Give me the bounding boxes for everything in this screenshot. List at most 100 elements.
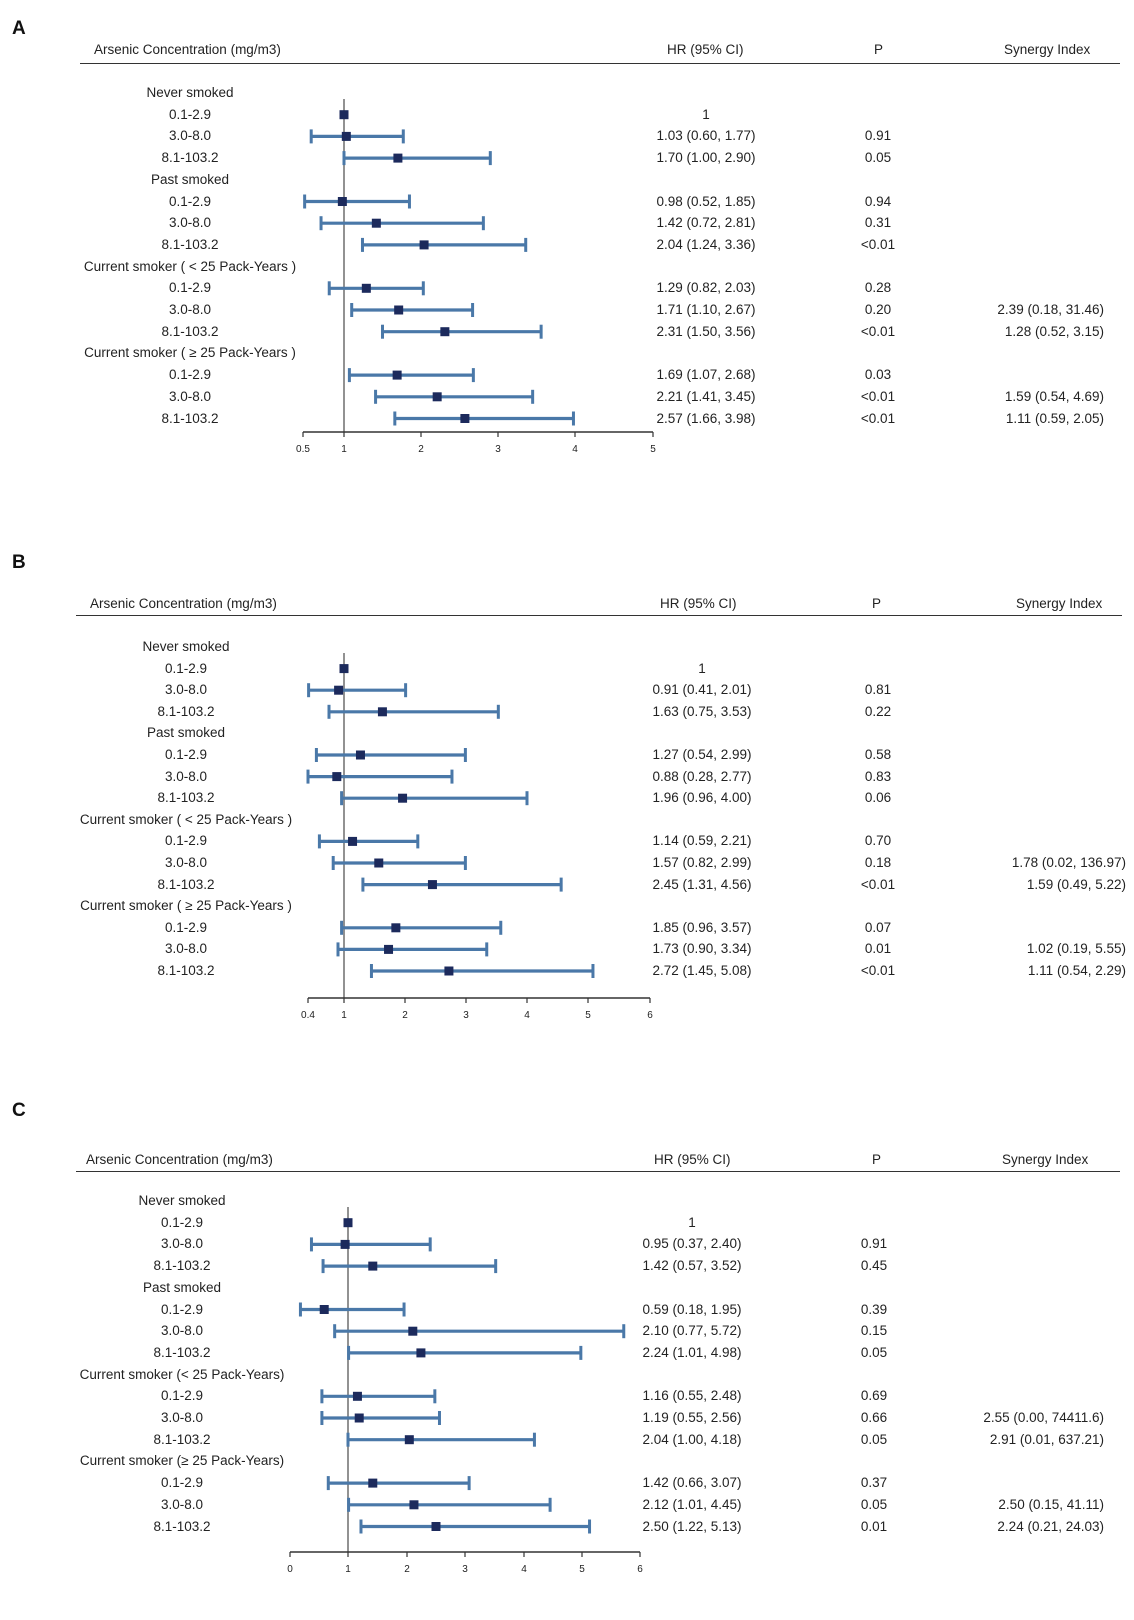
group-label: Past smoked	[142, 1279, 222, 1295]
hr-point	[343, 1218, 353, 1228]
hr-point	[432, 392, 442, 402]
p-value: <0.01	[860, 963, 896, 978]
p-value: 0.66	[860, 1410, 888, 1425]
hr-point	[334, 685, 344, 695]
group-label: Current smoker ( ≥ 25 Pack-Years )	[84, 345, 296, 361]
ci-bar	[350, 303, 475, 317]
header-p: P	[872, 596, 882, 611]
x-axis-tick-label: 6	[647, 1010, 653, 1021]
hr-point	[355, 750, 365, 760]
exposure-label: 8.1-103.2	[153, 1258, 211, 1274]
p-value: 0.58	[864, 747, 892, 762]
hr-ci-value: 0.91 (0.41, 2.01)	[652, 682, 752, 698]
hr-point	[408, 1326, 418, 1336]
forest-panel-a: A Arsenic Concentration (mg/m3) HR (95% CI…	[0, 0, 1134, 520]
exposure-label: 0.1-2.9	[164, 833, 208, 849]
hr-point	[377, 707, 387, 717]
hr-ci-value: 1	[702, 106, 710, 122]
exposure-label: 0.1-2.9	[160, 1475, 204, 1491]
ci-bar	[319, 216, 485, 231]
hr-point	[339, 664, 349, 674]
hr-ci-value: 1.96 (0.96, 4.00)	[652, 790, 752, 806]
x-axis-tick-label: 4	[521, 1564, 527, 1575]
synergy-index-value: 1.02 (0.19, 5.55)	[1026, 941, 1126, 957]
hr-ci-value: 1.42 (0.72, 2.81)	[656, 215, 756, 231]
panel-label: C	[12, 1100, 26, 1121]
ci-bar	[360, 237, 528, 252]
exposure-label: 0.1-2.9	[168, 280, 212, 296]
group-label: Never smoked	[142, 639, 230, 654]
x-axis-tick-label: 0	[287, 1564, 293, 1575]
hr-ci-value: 1.71 (1.10, 2.67)	[656, 302, 756, 317]
exposure-label: 0.1-2.9	[164, 919, 208, 935]
ci-bar	[361, 877, 563, 892]
exposure-label: 8.1-103.2	[153, 1518, 211, 1534]
hr-point	[339, 110, 349, 120]
ci-bar	[327, 281, 425, 296]
synergy-index-value: 1.59 (0.54, 4.69)	[1004, 388, 1104, 404]
p-value: 0.45	[860, 1258, 888, 1274]
ci-bar	[336, 942, 489, 957]
hr-ci-value: 1.63 (0.75, 3.53)	[652, 703, 752, 719]
p-value: 0.70	[864, 833, 892, 849]
hr-point	[393, 153, 403, 163]
synergy-index-value: 1.11 (0.54, 2.29)	[1027, 963, 1126, 978]
x-axis-tick-label: 2	[404, 1564, 410, 1575]
ci-bar	[347, 368, 475, 383]
group-label: Current smoker (< 25 Pack-Years)	[79, 1366, 285, 1382]
hr-ci-value: 1.03 (0.60, 1.77)	[656, 128, 756, 144]
p-value: 0.28	[864, 280, 892, 296]
hr-point	[337, 197, 347, 206]
hr-ci-value: 2.04 (1.00, 4.18)	[642, 1431, 742, 1447]
header-synergy: Synergy Index	[1002, 1152, 1089, 1167]
synergy-index-value: 1.28 (0.52, 3.15)	[1004, 323, 1104, 339]
ci-bar	[320, 1389, 437, 1404]
exposure-label: 3.0-8.0	[164, 768, 208, 784]
p-value: 0.39	[860, 1301, 888, 1317]
synergy-index-value: 1.59 (0.49, 5.22)	[1026, 876, 1126, 892]
p-value: 0.94	[864, 193, 892, 209]
group-label: Never smoked	[138, 1193, 226, 1208]
exposure-label: 3.0-8.0	[164, 941, 208, 957]
ci-bar	[374, 389, 535, 404]
x-axis-tick-label: 4	[572, 444, 578, 455]
x-axis-tick-label: 0.4	[301, 1010, 315, 1021]
group-label: Current smoker ( ≥ 25 Pack-Years )	[80, 898, 292, 914]
hr-point	[398, 793, 408, 803]
exposure-label: 0.1-2.9	[168, 367, 212, 383]
hr-ci-value: 2.04 (1.24, 3.36)	[656, 236, 756, 252]
exposure-label: 0.1-2.9	[168, 106, 212, 122]
synergy-index-value: 1.11 (0.59, 2.05)	[1005, 410, 1104, 426]
p-value: 0.01	[864, 941, 892, 957]
exposure-label: 3.0-8.0	[164, 855, 208, 870]
ci-bar	[326, 1476, 471, 1491]
group-label: Current smoker (≥ 25 Pack-Years)	[79, 1453, 285, 1469]
group-label: Past smoked	[146, 725, 226, 741]
hr-point	[444, 966, 454, 976]
hr-ci-value: 1	[688, 1214, 696, 1230]
exposure-label: 8.1-103.2	[161, 236, 219, 252]
hr-point	[319, 1305, 329, 1314]
p-value: <0.01	[860, 236, 896, 252]
exposure-label: 8.1-103.2	[161, 323, 219, 339]
hr-ci-value: 1	[698, 660, 706, 676]
p-value: 0.37	[860, 1475, 888, 1491]
hr-point	[419, 240, 429, 250]
ci-bar	[309, 1237, 432, 1252]
exposure-label: 0.1-2.9	[160, 1388, 204, 1404]
exposure-label: 3.0-8.0	[164, 682, 208, 698]
exposure-label: 0.1-2.9	[160, 1301, 204, 1317]
synergy-index-value: 2.39 (0.18, 31.46)	[997, 302, 1104, 317]
hr-point	[368, 1478, 378, 1488]
p-value: 0.05	[864, 150, 892, 166]
p-value: 0.05	[860, 1496, 888, 1512]
hr-point	[354, 1413, 364, 1423]
p-value: 0.03	[864, 367, 892, 383]
hr-point	[374, 858, 384, 868]
header-hr: HR (95% CI)	[654, 1152, 731, 1167]
hr-point	[371, 218, 381, 228]
p-value: 0.18	[864, 855, 892, 870]
header-rule	[80, 63, 1120, 64]
x-axis-tick-label: 6	[637, 1564, 643, 1575]
p-value: <0.01	[860, 876, 896, 892]
